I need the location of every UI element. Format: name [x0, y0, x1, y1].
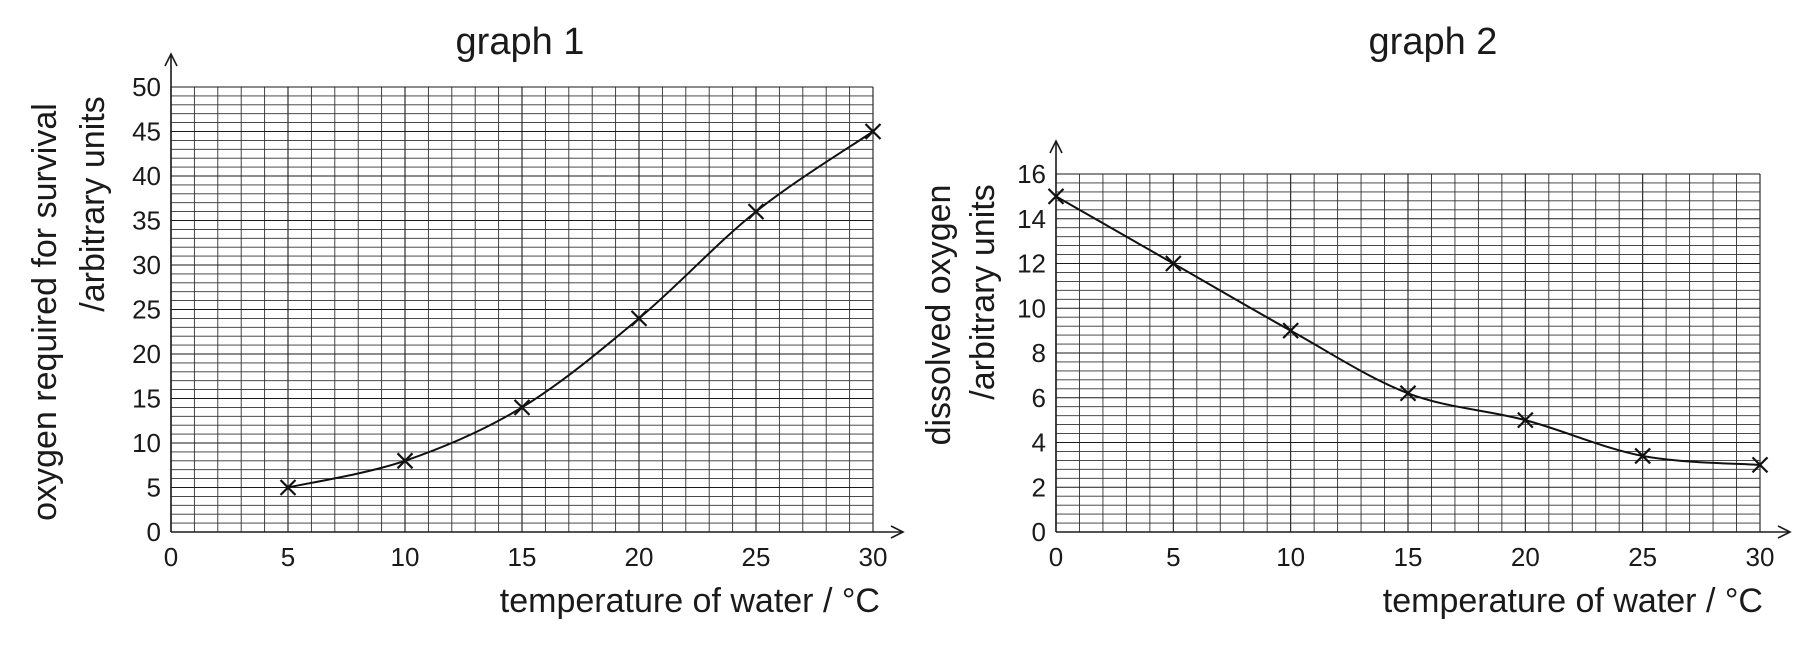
- data-points: [279, 123, 882, 496]
- data-point: [1634, 447, 1651, 465]
- data-point: [1751, 456, 1769, 474]
- x-tick-label: 5: [281, 542, 295, 572]
- marker-stroke: [630, 310, 648, 327]
- tick-labels: 0 5 10 15 20 25 30 0 5 10 15 20 25 30 35 40 45 50: [132, 72, 887, 572]
- tick-labels: 0 5 10 15 20 25 30 0 2 4 6 8 10 12 14 16: [1017, 159, 1774, 572]
- data-point: [279, 479, 297, 496]
- x-tick-label: 15: [1394, 542, 1423, 572]
- plot-grid: [1055, 173, 1761, 533]
- y-tick-label: 6: [1032, 383, 1046, 413]
- marker-stroke: [864, 123, 882, 140]
- x-tick-label: 25: [1628, 542, 1657, 572]
- marker-stroke: [1165, 255, 1182, 272]
- chart-title: graph 2: [1369, 21, 1498, 63]
- plot-grid: [170, 86, 874, 533]
- y-axis-label-line-2: /arbitrary units: [964, 184, 1002, 399]
- x-tick-label: 30: [859, 542, 888, 572]
- y-tick-label: 10: [132, 428, 161, 458]
- y-axis-label-line-2: /arbitrary units: [74, 96, 112, 311]
- marker-stroke: [1751, 456, 1769, 474]
- marker-stroke: [279, 479, 297, 496]
- data-points: [1047, 188, 1769, 474]
- y-tick-label: 30: [132, 250, 161, 280]
- data-point: [1399, 384, 1417, 402]
- data-point: [1047, 188, 1065, 205]
- x-axis-arrow: [1777, 525, 1792, 539]
- axes: [164, 52, 905, 539]
- marker-stroke: [1517, 411, 1534, 429]
- data-point: [630, 310, 648, 327]
- x-axis-label: temperature of water / °C: [1383, 582, 1763, 620]
- data-point: [396, 452, 414, 470]
- x-tick-label: 10: [1276, 542, 1305, 572]
- y-tick-label: 12: [1017, 249, 1046, 279]
- x-axis-label: temperature of water / °C: [500, 582, 880, 620]
- x-tick-label: 0: [1049, 542, 1063, 572]
- y-tick-label: 40: [132, 161, 161, 191]
- chart-graph-1: graph 1 temperature of water / °C oxygen…: [26, 21, 905, 620]
- y-axis-arrow: [164, 52, 178, 67]
- y-tick-label: 16: [1017, 159, 1046, 189]
- data-point: [1165, 255, 1182, 272]
- x-tick-label: 0: [164, 542, 178, 572]
- marker-stroke: [747, 203, 765, 220]
- y-axis-label-line-1: oxygen required for survival: [26, 103, 64, 521]
- y-tick-label: 45: [132, 117, 161, 147]
- data-point: [513, 399, 531, 416]
- y-tick-label: 25: [132, 295, 161, 325]
- y-tick-label: 2: [1032, 472, 1046, 502]
- y-tick-label: 14: [1017, 204, 1046, 234]
- chart-title: graph 1: [456, 21, 585, 63]
- y-axis-arrow: [1049, 139, 1063, 154]
- x-tick-label: 10: [391, 542, 420, 572]
- x-tick-label: 5: [1166, 542, 1180, 572]
- marker-stroke: [513, 399, 531, 416]
- x-axis-arrow: [890, 525, 905, 539]
- marker-stroke: [1399, 384, 1417, 402]
- y-tick-label: 5: [147, 473, 161, 503]
- data-point: [1282, 322, 1299, 339]
- y-tick-label: 10: [1017, 293, 1046, 323]
- marker-stroke: [396, 452, 414, 470]
- y-tick-label: 4: [1032, 428, 1046, 458]
- x-tick-label: 25: [742, 542, 771, 572]
- marker-stroke: [1047, 188, 1065, 205]
- chart-graph-2: graph 2 temperature of water / °C dissol…: [920, 21, 1792, 620]
- y-tick-label: 0: [1032, 517, 1046, 547]
- y-tick-label: 50: [132, 72, 161, 102]
- data-point: [747, 203, 765, 220]
- marker-stroke: [1282, 322, 1299, 339]
- y-tick-label: 20: [132, 339, 161, 369]
- x-tick-label: 20: [625, 542, 654, 572]
- data-point: [864, 123, 882, 140]
- y-tick-label: 35: [132, 206, 161, 236]
- x-tick-label: 20: [1511, 542, 1540, 572]
- marker-stroke: [1634, 447, 1651, 465]
- data-point: [1517, 411, 1534, 429]
- x-tick-label: 15: [508, 542, 537, 572]
- y-tick-label: 0: [147, 517, 161, 547]
- x-tick-label: 30: [1746, 542, 1775, 572]
- y-tick-label: 8: [1032, 338, 1046, 368]
- axes: [1049, 139, 1792, 539]
- y-tick-label: 15: [132, 384, 161, 414]
- y-axis-label-line-1: dissolved oxygen: [920, 185, 958, 446]
